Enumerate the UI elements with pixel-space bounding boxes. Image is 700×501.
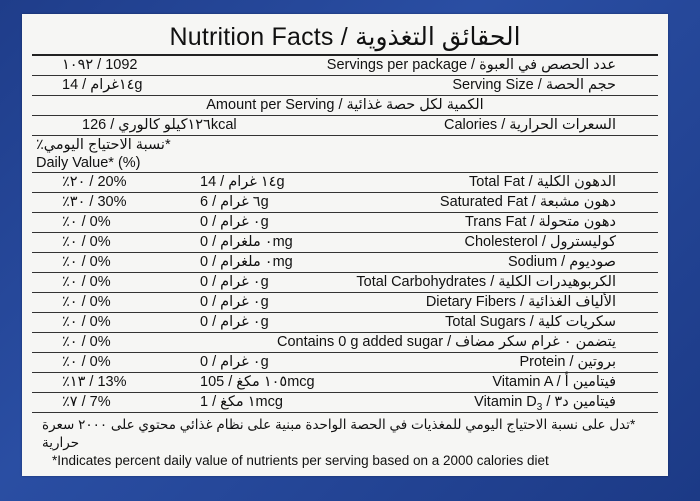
nutrient-amount: ٠ غرام / 0g (200, 314, 269, 330)
nutrient-dv: ٪٠ / 0% (62, 214, 111, 230)
nutrient-amount: ٠ غرام / 0g (200, 214, 269, 230)
calories-value: ١٢٦كيلو كالوري / 126kcal (82, 117, 237, 133)
nutrient-row: ٪٣٠ / 30% ٦ غرام / 6g Saturated Fat / دهون… (32, 193, 658, 213)
nutrient-row: ٪٢٠ / 20% ١٤ غرام / 14g Total Fat / الدهون… (32, 173, 658, 193)
nutrient-name: Dietary Fibers / الألياف الغذائية (425, 294, 616, 310)
vitamin-d-suffix: / فيتامين د٣ (542, 394, 616, 410)
nutrition-facts-label: Nutrition Facts / الحقائق التغذوية ١٠٩٢ … (22, 14, 668, 476)
nutrient-name: Total Sugars / سكريات كلية (445, 314, 616, 330)
serving-size-value: ١٤غرام / 14g (62, 77, 143, 93)
nutrient-amount: ٠ غرام / 0g (200, 294, 269, 310)
protein-name: Protein / بروتين (519, 354, 616, 370)
nutrient-row: ٪٠ / 0% ٠ غرام / 0g Trans Fat / دهون متحول… (32, 213, 658, 233)
nutrient-name: Trans Fat / دهون متحولة (464, 214, 616, 230)
nutrient-name: Total Fat / الدهون الكلية (469, 174, 616, 190)
nutrient-amount: ٦ غرام / 6g (200, 194, 269, 210)
nutrient-amount: ١٤ غرام / 14g (200, 174, 285, 190)
calories-label: Calories / السعرات الحرارية (443, 117, 616, 133)
nutrient-amount: ٠ غرام / 0g (200, 274, 269, 290)
label-title: Nutrition Facts / الحقائق التغذوية (32, 20, 658, 56)
added-sugar-dv: ٪٠ / 0% (62, 334, 111, 350)
nutrient-dv: ٪٢٠ / 20% (62, 174, 127, 190)
nutrient-name: Sodium / صوديوم (507, 254, 616, 270)
vitamin-a-row: ٪١٣ / 13% ١٠٥ مكغ / 105mcg Vitamin A / ف… (32, 373, 658, 393)
servings-value: ١٠٩٢ / 1092 (62, 57, 138, 73)
nutrient-name: Total Carbohydrates / الكربوهيدرات الكلي… (356, 274, 616, 290)
vitamin-d-amount: ١ مكغ / 1mcg (200, 394, 283, 410)
nutrient-name: Saturated Fat / دهون مشبعة (439, 194, 616, 210)
vitamin-d-prefix: Vitamin D (474, 394, 537, 410)
vitamin-a-amount: ١٠٥ مكغ / 105mcg (200, 374, 315, 390)
nutrient-list: ٪٢٠ / 20% ١٤ غرام / 14g Total Fat / الدهون… (32, 173, 658, 333)
footnote-ar: *تدل على نسبة الاحتياج اليومي للمغذيات ف… (42, 417, 636, 450)
nutrient-row: ٪٠ / 0% ٠ غرام / 0g Total Sugars / سكريات … (32, 313, 658, 333)
servings-label: Servings per package / عدد الحصص في العب… (326, 57, 616, 73)
daily-value-header-ar: ٪نسبة الاحتياج اليومي* (36, 137, 171, 153)
nutrient-row: ٪٠ / 0% ٠ ملغرام / 0mg Sodium / صوديوم (32, 253, 658, 273)
added-sugar-row: ٪٠ / 0% Contains 0 g added sugar / يتضمن… (32, 333, 658, 353)
nutrient-amount: ٠ ملغرام / 0mg (200, 234, 293, 250)
nutrient-dv: ٪٠ / 0% (62, 274, 111, 290)
amount-per-serving-label: Amount per Serving / الكمية لكل حصة غذائ… (206, 97, 484, 113)
nutrient-dv: ٪٣٠ / 30% (62, 194, 127, 210)
nutrient-row: ٪٠ / 0% ٠ ملغرام / 0mg Cholesterol / كوليس… (32, 233, 658, 253)
nutrient-dv: ٪٠ / 0% (62, 254, 111, 270)
nutrient-name: Cholesterol / كوليسترول (464, 234, 616, 250)
daily-value-header-en: Daily Value* (%) (36, 155, 141, 171)
calories-row: ١٢٦كيلو كالوري / 126kcal Calories / السع… (32, 116, 658, 136)
protein-row: ٪٠ / 0% ٠ غرام / 0g Protein / بروتين (32, 353, 658, 373)
vitamin-a-dv: ٪١٣ / 13% (62, 374, 127, 390)
servings-row: ١٠٩٢ / 1092 Servings per package / عدد ا… (32, 56, 658, 76)
protein-dv: ٪٠ / 0% (62, 354, 111, 370)
footnote: *تدل على نسبة الاحتياج اليومي للمغذيات ف… (32, 413, 658, 470)
vitamin-d-dv: ٪٧ / 7% (62, 394, 111, 410)
footnote-en: *Indicates percent daily value of nutrie… (52, 453, 549, 468)
protein-amount: ٠ غرام / 0g (200, 354, 269, 370)
nutrient-dv: ٪٠ / 0% (62, 234, 111, 250)
nutrient-dv: ٪٠ / 0% (62, 314, 111, 330)
daily-value-header: ٪نسبة الاحتياج اليومي* Daily Value* (%) (32, 136, 658, 173)
vitamin-d-row: ٪٧ / 7% ١ مكغ / 1mcg Vitamin D3 / فيتامي… (32, 393, 658, 413)
nutrient-row: ٪٠ / 0% ٠ غرام / 0g Total Carbohydrates / … (32, 273, 658, 293)
serving-size-row: ١٤غرام / 14g Serving Size / حجم الحصة (32, 76, 658, 96)
nutrient-row: ٪٠ / 0% ٠ غرام / 0g Dietary Fibers / الألي… (32, 293, 658, 313)
nutrient-amount: ٠ ملغرام / 0mg (200, 254, 293, 270)
vitamin-a-name: Vitamin A / فيتامين أ (492, 374, 616, 390)
vitamin-d-sub: 3 (536, 401, 543, 413)
added-sugar-text: Contains 0 g added sugar / يتضمن ٠ غرام … (276, 334, 616, 350)
nutrient-dv: ٪٠ / 0% (62, 294, 111, 310)
amount-per-serving-row: Amount per Serving / الكمية لكل حصة غذائ… (32, 96, 658, 116)
serving-size-label: Serving Size / حجم الحصة (452, 77, 616, 93)
vitamin-d-name: Vitamin D3 / فيتامين د٣ (474, 393, 616, 417)
